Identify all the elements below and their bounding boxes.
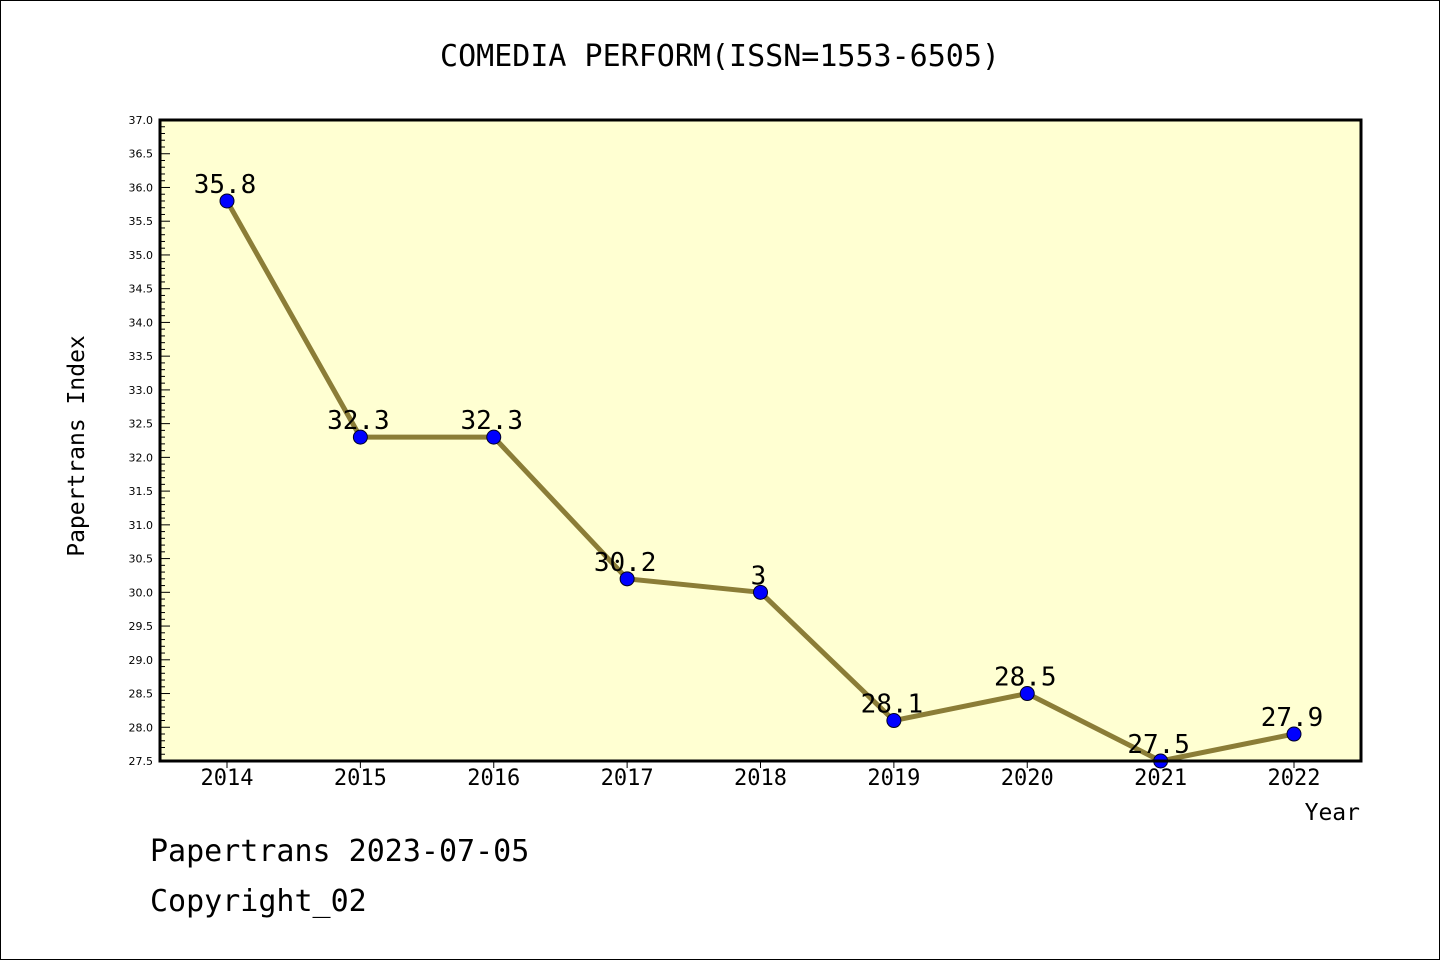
y-tick-label: 35.5 [129, 215, 154, 228]
y-tick-label: 34.0 [129, 316, 154, 329]
data-label: 28.1 [861, 690, 924, 720]
plot-area [160, 120, 1361, 761]
y-tick-label: 35.0 [129, 249, 154, 262]
series [219, 193, 1302, 769]
data-label: 32.3 [327, 406, 390, 436]
y-tick-label: 29.5 [129, 620, 154, 633]
data-label: 35.8 [194, 170, 257, 200]
x-tick-label: 2021 [1134, 766, 1187, 791]
data-point [886, 713, 902, 729]
footer-date: Papertrans 2023-07-05 [150, 834, 530, 869]
y-axis: 27.5 28.0 28.5 29.0 29.5 30.0 30.5 31.0 31.5 32.0… [129, 114, 170, 768]
data-label: 32.3 [460, 406, 523, 436]
y-tick-label: 28.0 [129, 721, 154, 734]
y-tick-label: 32.0 [129, 451, 154, 464]
y-tick-label: 34.5 [129, 283, 154, 296]
data-label: 27.5 [1127, 730, 1190, 760]
data-label: 27.9 [1261, 703, 1324, 733]
chart-title: COMEDIA PERFORM(ISSN=1553-6505) [440, 39, 1000, 74]
y-tick-label: 30.5 [129, 553, 154, 566]
y-tick-label: 30.0 [129, 586, 154, 599]
x-tick-label: 2018 [734, 766, 787, 791]
x-tick-label: 2022 [1268, 766, 1321, 791]
x-tick-label: 2015 [334, 766, 387, 791]
x-tick-label: 2020 [1001, 766, 1054, 791]
x-axis-label: Year [1305, 800, 1360, 826]
y-tick-label: 31.5 [129, 485, 154, 498]
y-tick-label: 32.5 [129, 418, 154, 431]
y-tick-label: 27.5 [129, 755, 154, 768]
footer-copyright: Copyright_02 [150, 884, 367, 919]
y-tick-label: 31.0 [129, 519, 154, 532]
data-point [486, 429, 502, 445]
data-point [352, 429, 368, 445]
data-point [1019, 686, 1035, 702]
y-tick-label: 33.5 [129, 350, 154, 363]
x-tick-label: 2016 [467, 766, 520, 791]
x-tick-label: 2019 [867, 766, 920, 791]
data-label: 3 [751, 561, 767, 591]
y-tick-label: 28.5 [129, 688, 154, 701]
x-tick-label: 2014 [201, 766, 254, 791]
y-tick-label: 36.0 [129, 181, 154, 194]
data-point [1286, 726, 1302, 742]
x-axis: 2014 2015 2016 2017 2018 2019 2020 2021 2022 [201, 761, 1321, 791]
data-label: 28.5 [994, 663, 1057, 693]
y-tick-label: 29.0 [129, 654, 154, 667]
y-tick-label: 37.0 [129, 114, 154, 127]
data-point [753, 584, 768, 600]
y-tick-label: 36.5 [129, 148, 154, 161]
data-label: 30.2 [594, 548, 657, 578]
data-labels: 35.8 32.3 32.3 30.2 3 28.1 28.5 27.5 27.9 [194, 170, 1324, 760]
x-tick-label: 2017 [601, 766, 654, 791]
plot-border [158, 118, 1363, 763]
data-point [619, 571, 635, 587]
data-point [219, 193, 235, 209]
y-axis-label: Papertrans Index [64, 335, 90, 557]
y-tick-label: 33.0 [129, 384, 154, 397]
